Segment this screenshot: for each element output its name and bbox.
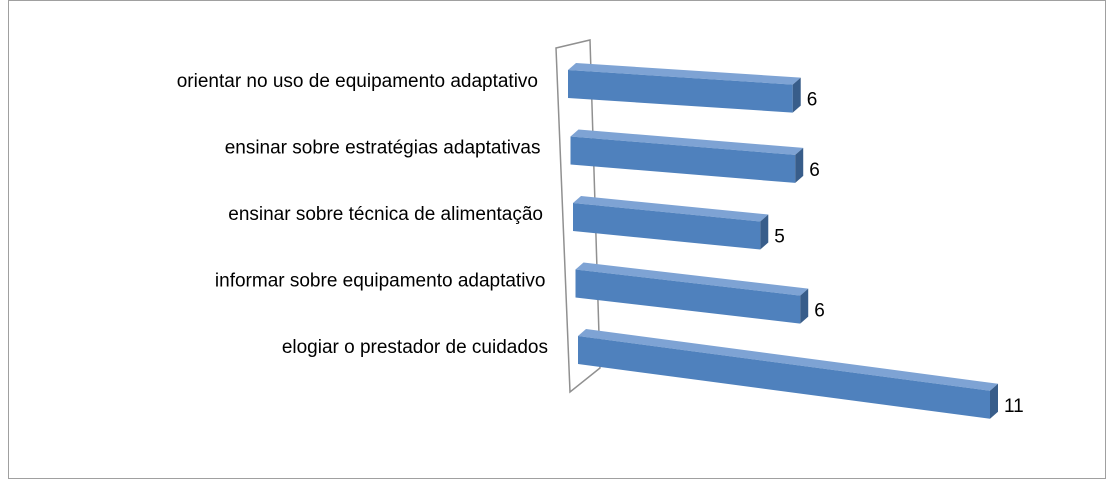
- bar: [568, 63, 801, 113]
- back-wall: [555, 39, 601, 394]
- bar-side: [760, 214, 769, 250]
- bar-top: [573, 196, 769, 222]
- bar-front: [578, 336, 990, 419]
- bar-top: [568, 63, 801, 85]
- category-label: ensinar sobre técnica de alimentação: [228, 204, 543, 225]
- category-label: elogiar o prestador de cuidados: [282, 337, 548, 358]
- value-label: 11: [1004, 396, 1024, 417]
- category-label: ensinar sobre estratégias adaptativas: [225, 138, 541, 159]
- category-label: informar sobre equipamento adaptativo: [215, 271, 546, 292]
- bar: [570, 129, 804, 183]
- value-label: 6: [814, 301, 825, 322]
- bar-front: [568, 70, 793, 113]
- bar-front: [573, 203, 761, 250]
- bar-side: [990, 383, 998, 419]
- bar-front: [575, 269, 801, 324]
- bar-front: [570, 136, 796, 183]
- bar-top: [575, 262, 809, 296]
- bar-top: [570, 129, 804, 155]
- bar-side: [800, 288, 809, 324]
- bar: [573, 196, 769, 250]
- bar-side: [792, 77, 801, 113]
- value-label: 5: [774, 227, 785, 248]
- value-label: 6: [809, 160, 820, 181]
- bar: [578, 329, 998, 419]
- bar-side: [795, 147, 804, 183]
- bar: [575, 262, 809, 324]
- bar-top: [578, 329, 998, 391]
- category-label: orientar no uso de equipamento adaptativ…: [177, 71, 538, 92]
- value-label: 6: [807, 90, 818, 111]
